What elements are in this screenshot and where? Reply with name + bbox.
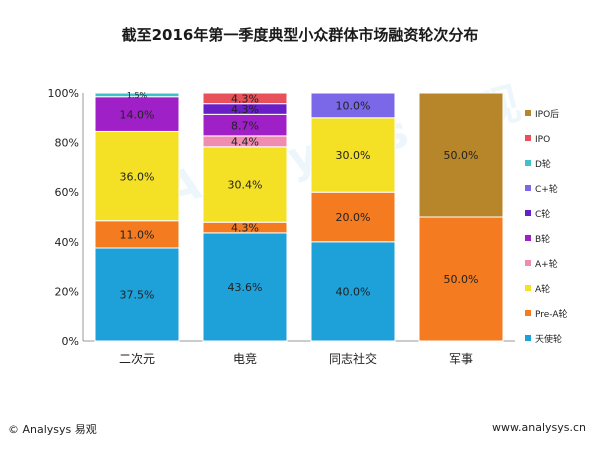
- bar-segment: [202, 232, 288, 342]
- x-tick-label: 军事: [449, 352, 473, 366]
- bar-segment: [94, 96, 180, 132]
- legend-label: C轮: [535, 208, 550, 220]
- legend-swatch: [525, 160, 531, 166]
- data-label: 50.0%: [444, 149, 479, 162]
- y-tick-label: 40%: [55, 236, 79, 249]
- y-tick-label: 60%: [55, 186, 79, 199]
- data-label: 8.7%: [231, 119, 259, 132]
- legend-swatch: [525, 285, 531, 291]
- data-label: 11.0%: [120, 229, 155, 242]
- data-label: 37.5%: [120, 289, 155, 302]
- legend-swatch: [525, 210, 531, 216]
- data-label: 10.0%: [336, 100, 371, 113]
- data-label: 4.3%: [231, 93, 259, 106]
- bar-segment: [418, 216, 504, 342]
- data-label: 30.0%: [336, 149, 371, 162]
- legend-swatch: [525, 235, 531, 241]
- bar-segment: [94, 247, 180, 342]
- data-label: 4.3%: [231, 103, 259, 116]
- data-label: 40.0%: [336, 286, 371, 299]
- legend-swatch: [525, 260, 531, 266]
- legend-label: C+轮: [535, 183, 558, 195]
- y-tick-label: 0%: [62, 335, 79, 348]
- x-tick-label: 同志社交: [329, 351, 377, 366]
- data-label: 20.0%: [336, 211, 371, 224]
- data-label: 4.3%: [231, 222, 259, 235]
- y-tick-label: 100%: [48, 87, 79, 100]
- x-tick-label: 二次元: [119, 352, 155, 366]
- bar-segment: [418, 92, 504, 218]
- data-label: 50.0%: [444, 273, 479, 286]
- y-tick-label: 20%: [55, 285, 79, 298]
- legend-label: 天使轮: [535, 333, 562, 345]
- legend-label: IPO后: [535, 109, 559, 120]
- x-tick-label: 电竞: [233, 352, 257, 366]
- legend-label: B轮: [535, 233, 550, 245]
- data-label: 4.4%: [231, 136, 259, 149]
- bar-segment: [94, 220, 180, 249]
- bar-segment: [310, 117, 396, 193]
- bar-segment: [94, 130, 180, 222]
- legend-swatch: [525, 310, 531, 316]
- bar-segment: [202, 92, 288, 105]
- bar-segment: [310, 92, 396, 119]
- legend-label: A+轮: [535, 258, 558, 270]
- bar-segment: [94, 92, 180, 98]
- legend-swatch: [525, 185, 531, 191]
- legend-label: A轮: [535, 283, 550, 295]
- chart-title: 截至2016年第一季度典型小众群体市场融资轮次分布: [121, 26, 479, 44]
- legend-label: Pre-A轮: [535, 308, 568, 320]
- y-tick-label: 80%: [55, 137, 79, 150]
- legend-label: IPO: [535, 135, 550, 145]
- data-label: 1.5%: [127, 91, 148, 100]
- legend-swatch: [525, 110, 531, 116]
- legend-label: D轮: [535, 158, 551, 170]
- data-label: 14.0%: [120, 108, 155, 121]
- copyright-text: © Analysys 易观: [8, 423, 97, 436]
- legend-swatch: [525, 135, 531, 141]
- data-label: 43.6%: [228, 281, 263, 294]
- bar-segment: [310, 191, 396, 243]
- bar-segment: [202, 146, 288, 223]
- website-url: www.analysys.cn: [492, 421, 586, 434]
- legend-swatch: [525, 335, 531, 341]
- data-label: 30.4%: [228, 179, 263, 192]
- data-label: 36.0%: [120, 170, 155, 183]
